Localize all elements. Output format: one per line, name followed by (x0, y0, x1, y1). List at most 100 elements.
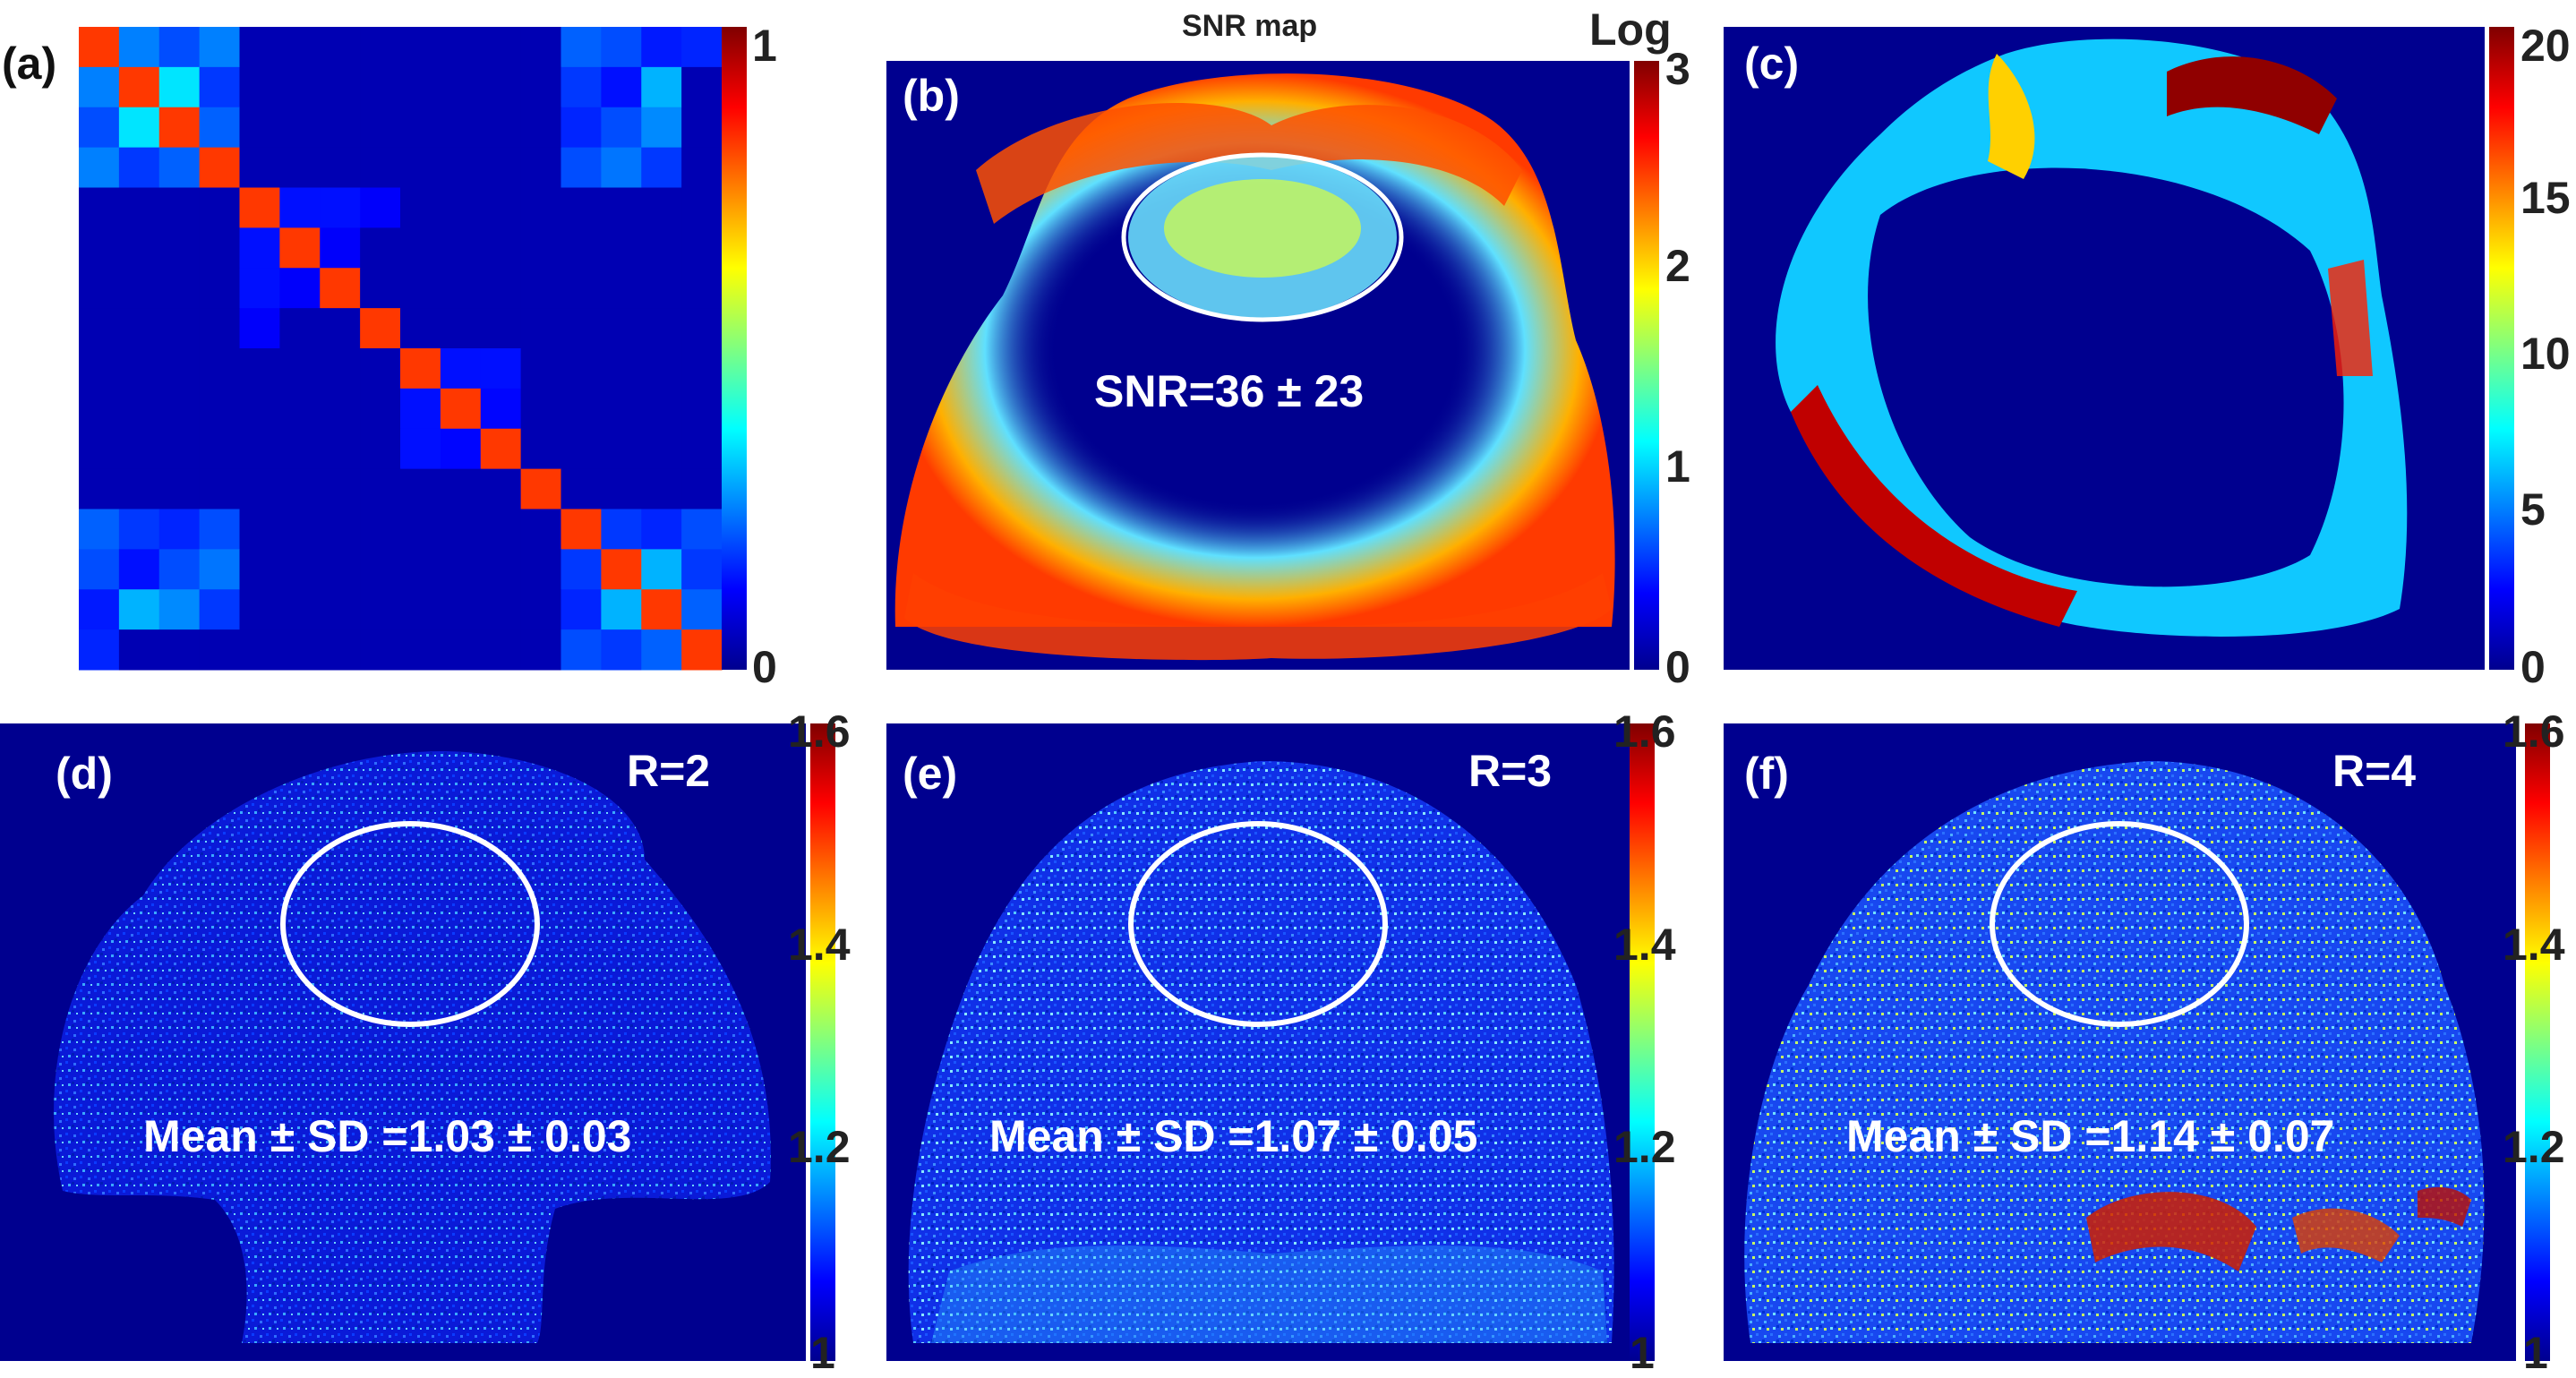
matrix-cell (561, 107, 602, 149)
matrix-cell (440, 509, 482, 550)
matrix-cell (360, 187, 401, 228)
matrix-cell (320, 549, 361, 590)
matrix-cell (561, 589, 602, 630)
matrix-cell (360, 468, 401, 509)
matrix-cell (601, 268, 642, 309)
matrix-cell (118, 348, 160, 389)
matrix-cell (199, 268, 240, 309)
matrix-cell (279, 468, 321, 509)
matrix-cell (681, 268, 723, 309)
matrix-cell (641, 509, 682, 550)
panel-c-label: (c) (1744, 39, 1800, 89)
matrix-cell (561, 27, 602, 68)
matrix-cell (199, 589, 240, 630)
matrix-cell (118, 268, 160, 309)
matrix-cell (239, 187, 280, 228)
matrix-cell (601, 66, 642, 108)
matrix-cell (79, 629, 120, 671)
panel-f-cbar-tick: 1.4 (2503, 920, 2565, 970)
matrix-cell (279, 187, 321, 228)
matrix-cell (520, 308, 561, 349)
matrix-cell (158, 549, 201, 590)
matrix-cell (601, 147, 642, 188)
matrix-cell (400, 468, 441, 509)
matrix-cell (320, 509, 361, 550)
panel-a-cbar-tick: 0 (752, 642, 777, 692)
matrix-cell (279, 147, 321, 188)
matrix-cell (520, 187, 561, 228)
matrix-cell (158, 227, 201, 269)
panel-c-image (1724, 27, 2485, 670)
matrix-cell (279, 268, 321, 309)
panel-e-label: (e) (903, 749, 958, 799)
matrix-cell (79, 348, 120, 389)
matrix-cell (320, 629, 361, 671)
matrix-cell (239, 549, 280, 590)
matrix-cell (561, 549, 602, 590)
matrix-cell (279, 388, 321, 430)
matrix-cell (561, 348, 602, 389)
matrix-cell (239, 589, 280, 630)
matrix-cell (199, 509, 240, 550)
matrix-cell (199, 468, 240, 509)
matrix-cell (561, 388, 602, 430)
matrix-cell (118, 549, 160, 590)
panel-f-cbar-tick: 1.2 (2503, 1122, 2565, 1172)
matrix-cell (279, 308, 321, 349)
matrix-cell (400, 107, 441, 149)
matrix-cell (79, 308, 120, 349)
matrix-cell (601, 388, 642, 430)
panel-b-image (886, 61, 1630, 670)
matrix-cell (279, 227, 321, 269)
matrix-cell (400, 549, 441, 590)
matrix-cell (118, 66, 160, 108)
matrix-cell (118, 629, 160, 671)
matrix-cell (520, 348, 561, 389)
matrix-cell (561, 629, 602, 671)
matrix-cell (118, 428, 160, 470)
panel-a-matrix (79, 27, 723, 671)
panel-b-title: SNR map (1182, 9, 1318, 43)
matrix-cell (681, 509, 723, 550)
matrix-cell (440, 549, 482, 590)
matrix-cell (360, 549, 401, 590)
panel-d-r-label: R=2 (627, 746, 711, 796)
matrix-cell (79, 187, 120, 228)
matrix-cell (199, 147, 240, 188)
matrix-cell (641, 227, 682, 269)
panel-e-cbar-tick: 1.6 (1613, 706, 1676, 757)
matrix-cell (79, 428, 120, 470)
matrix-cell (79, 509, 120, 550)
matrix-cell (681, 589, 723, 630)
matrix-cell (279, 589, 321, 630)
matrix-cell (320, 227, 361, 269)
matrix-cell (239, 227, 280, 269)
matrix-cell (279, 348, 321, 389)
matrix-cell (199, 187, 240, 228)
panel-b-cbar-tick: 1 (1665, 441, 1690, 492)
matrix-cell (440, 388, 482, 430)
matrix-cell (158, 147, 201, 188)
matrix-cell (400, 589, 441, 630)
matrix-cell (158, 27, 201, 68)
matrix-cell (158, 187, 201, 228)
panel-f-colorbar (2525, 723, 2550, 1361)
matrix-cell (561, 227, 602, 269)
matrix-cell (681, 187, 723, 228)
matrix-cell (520, 66, 561, 108)
matrix-cell (279, 629, 321, 671)
matrix-cell (641, 107, 682, 149)
matrix-cell (199, 107, 240, 149)
panel-b-cbar-tick: 3 (1665, 44, 1690, 94)
panel-a-colorbar (722, 27, 747, 670)
matrix-cell (440, 629, 482, 671)
matrix-cell (360, 107, 401, 149)
matrix-cell (199, 227, 240, 269)
matrix-cell (480, 509, 522, 550)
panel-e-cbar-tick: 1.4 (1613, 920, 1676, 970)
matrix-cell (279, 107, 321, 149)
panel-c-cbar-tick: 0 (2520, 642, 2546, 692)
matrix-cell (601, 509, 642, 550)
matrix-cell (641, 308, 682, 349)
